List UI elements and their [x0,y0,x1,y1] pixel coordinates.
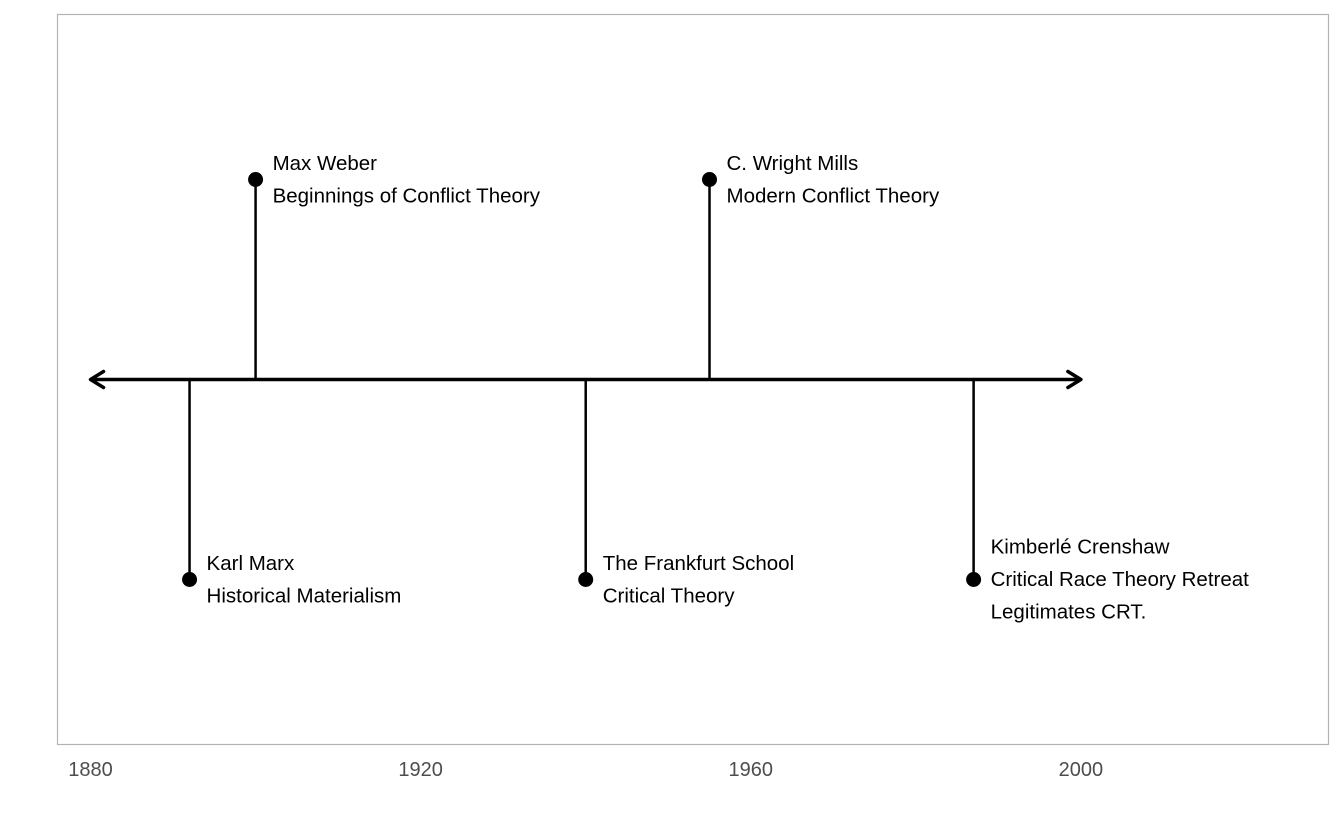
event-marker [578,572,594,587]
event-name-label: The Frankfurt School [603,552,794,575]
events-group: Karl Marx Historical Materialism Max Weber… [182,152,1249,624]
event-description-label: Beginnings of Conflict Theory [273,184,541,207]
timeline-event: Karl Marx Historical Materialism [182,379,402,607]
event-marker [182,572,198,587]
event-marker [702,172,718,187]
x-tick-labels: 1880 1920 1960 2000 [68,759,1103,781]
event-name-label: C. Wright Mills [727,152,859,175]
event-marker [966,572,982,587]
x-tick-label: 2000 [1059,759,1104,781]
axis-arrow-left-icon [88,369,106,390]
event-name-label: Max Weber [273,152,378,175]
event-name-label: Kimberlé Crenshaw [991,536,1170,559]
timeline-event: Kimberlé Crenshaw Critical Race Theory Re… [966,379,1250,624]
event-description-label: Critical Race Theory Retreat [991,568,1250,591]
x-tick-label: 1920 [398,759,443,781]
axis-arrow-right-icon [1066,369,1083,390]
timeline-event: The Frankfurt School Critical Theory [578,379,794,607]
event-description-label: Historical Materialism [207,584,402,607]
event-description-label: Critical Theory [603,584,736,607]
x-tick-label: 1960 [729,759,774,781]
timeline-event: C. Wright Mills Modern Conflict Theory [702,152,940,380]
event-description-label: Modern Conflict Theory [727,184,940,207]
x-tick-label: 1880 [68,759,113,781]
timeline-event: Max Weber Beginnings of Conflict Theory [248,152,541,380]
event-name-label: Karl Marx [207,552,295,575]
event-description-label: Legitimates CRT. [991,601,1147,624]
event-marker [248,172,264,187]
